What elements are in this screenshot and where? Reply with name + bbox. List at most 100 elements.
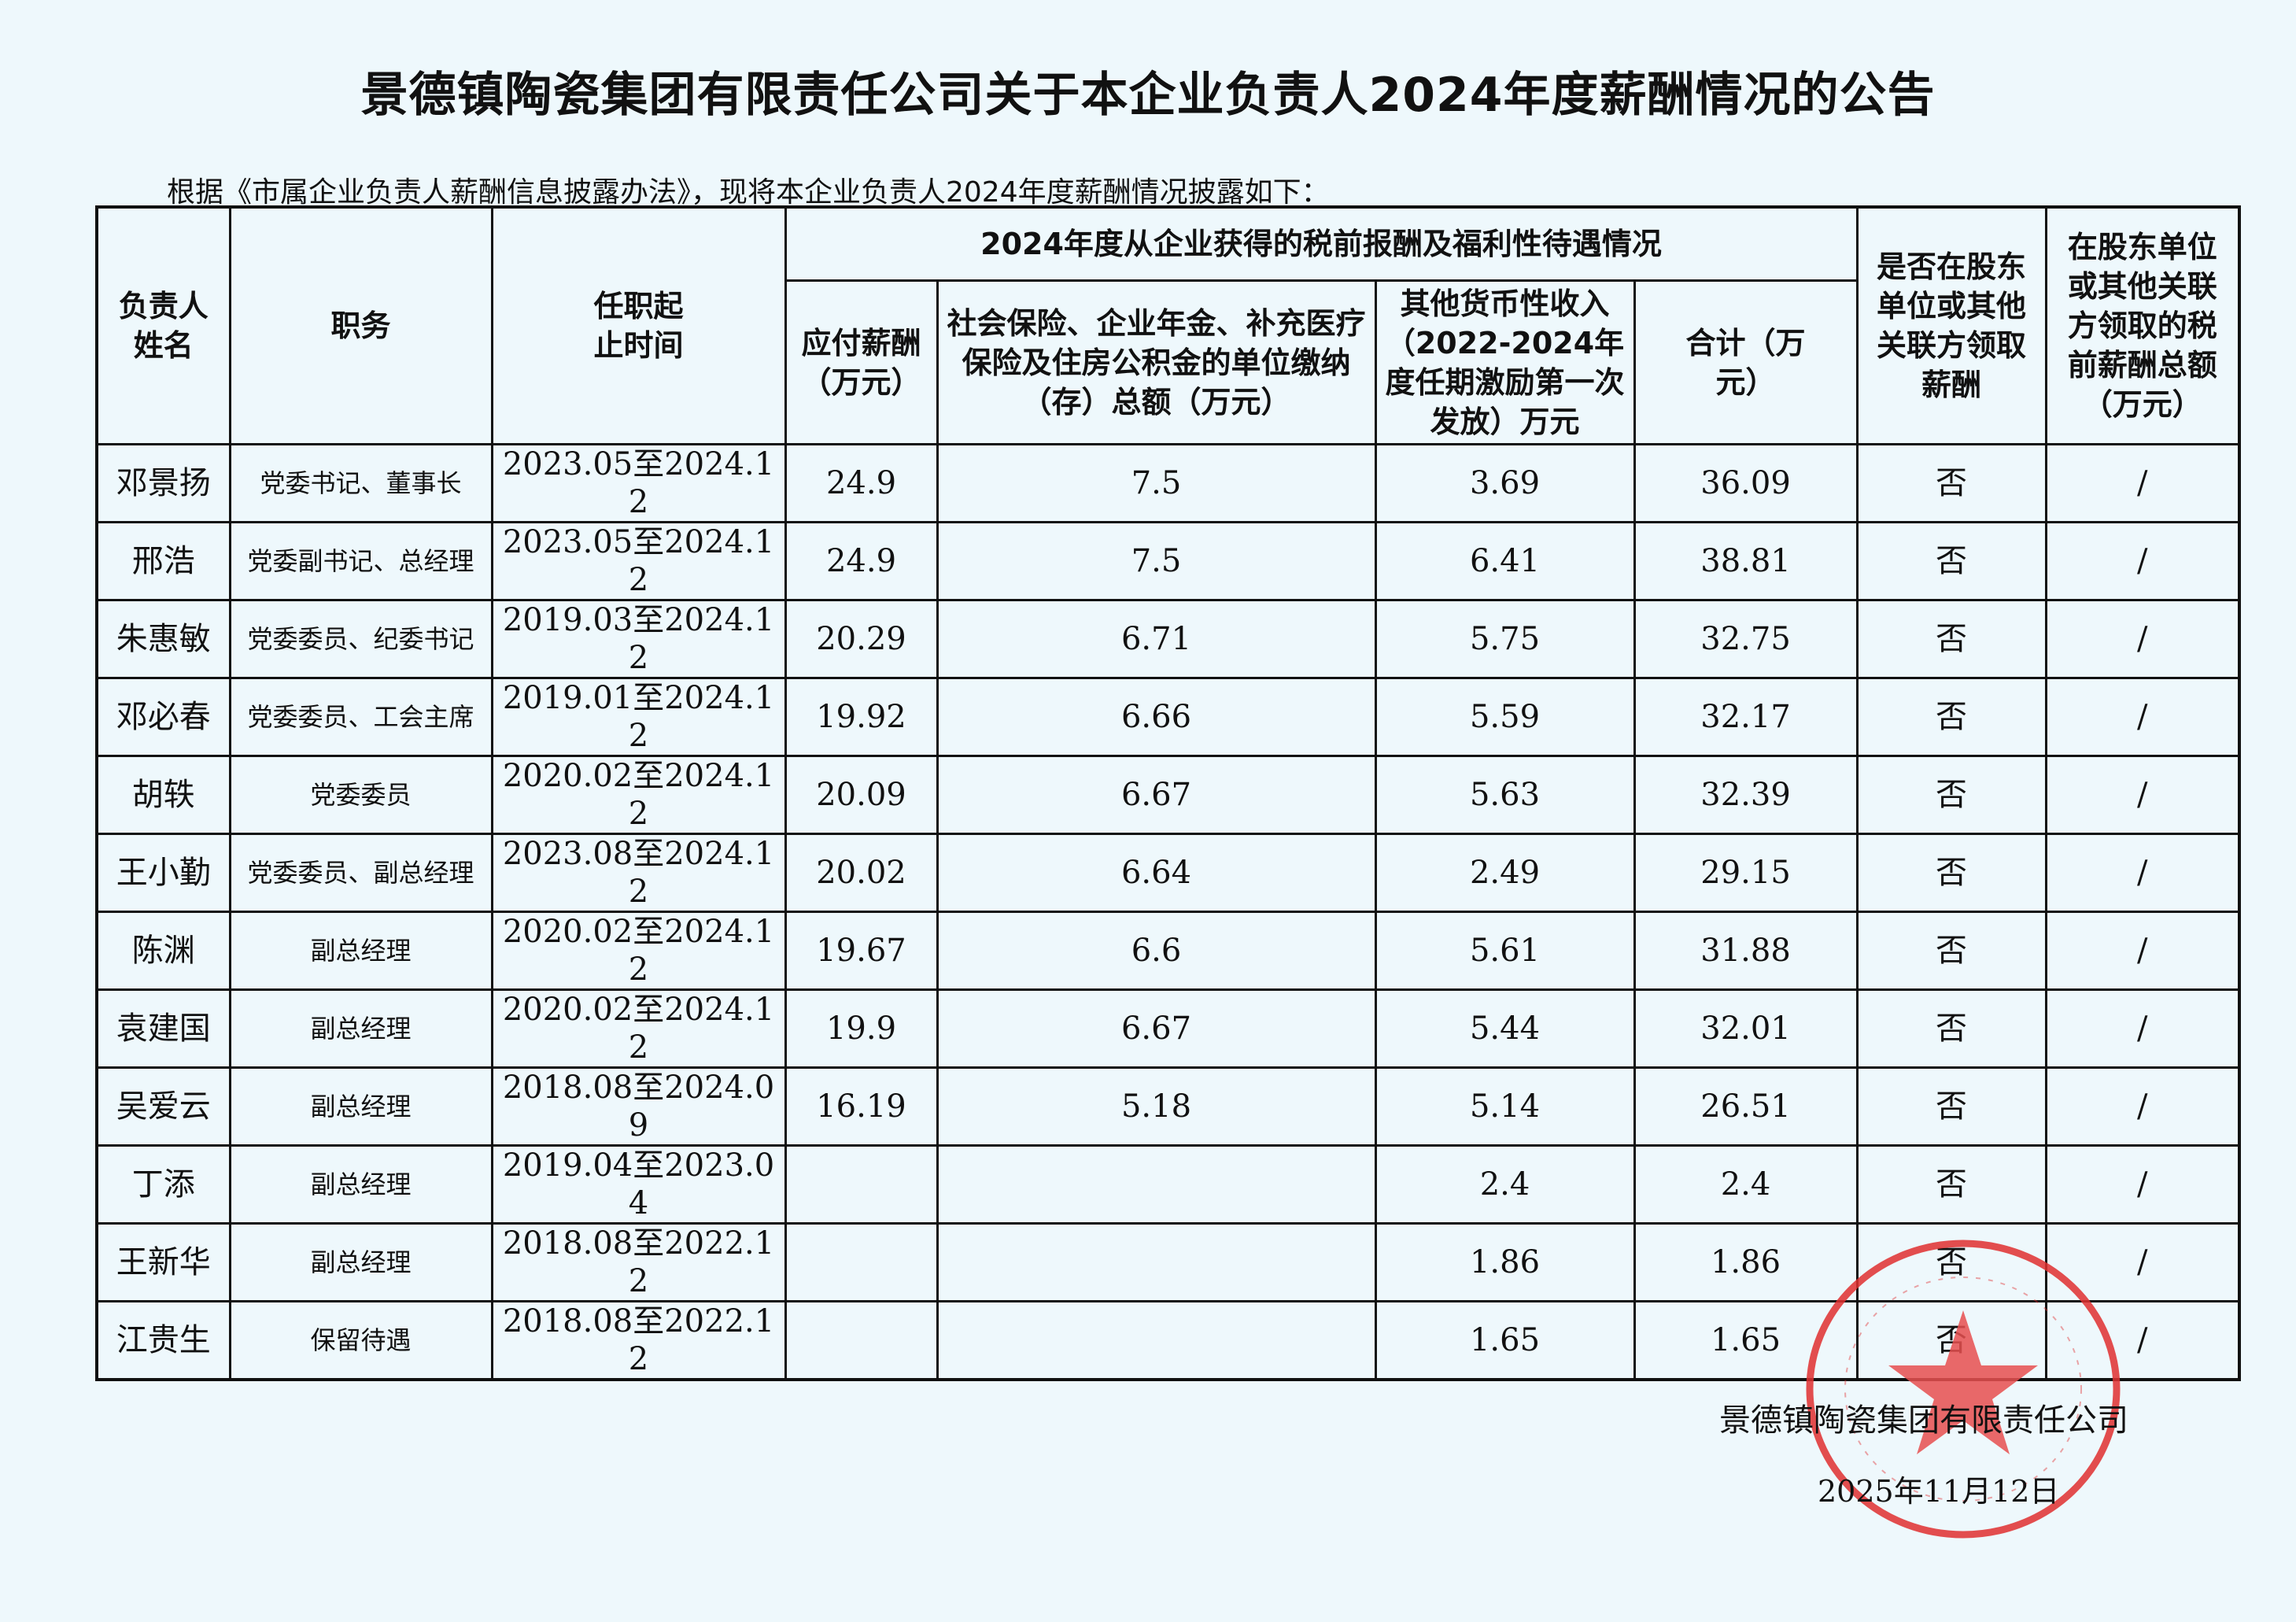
table-row: 邢浩 党委副书记、总经理 2023.05至2024.12 24.9 7.5 6.41 38.…	[95, 521, 2241, 601]
cell-term: 2018.08至2022.12	[490, 1300, 787, 1381]
cell-term: 2018.08至2024.09	[490, 1066, 787, 1147]
header-term: 任职起止时间	[490, 205, 787, 445]
cell-total: 29.15	[1633, 833, 1859, 913]
cell-other: 2.49	[1374, 833, 1636, 913]
cell-related-amount: /	[2044, 1066, 2241, 1147]
cell-related: 否	[1855, 443, 2047, 523]
cell-related: 否	[1855, 599, 2047, 679]
header-group: 2024年度从企业获得的税前报酬及福利性待遇情况	[784, 205, 1859, 282]
cell-name: 陈渊	[95, 911, 231, 991]
cell-insurance: 6.67	[936, 755, 1377, 835]
cell-related-amount: /	[2044, 599, 2241, 679]
cell-related-amount: /	[2044, 911, 2241, 991]
cell-term: 2023.08至2024.12	[490, 833, 787, 913]
cell-salary	[784, 1300, 939, 1381]
cell-total: 32.01	[1633, 988, 1859, 1069]
cell-other: 5.14	[1374, 1066, 1636, 1147]
cell-position: 党委书记、董事长	[228, 443, 493, 523]
cell-position: 副总经理	[228, 911, 493, 991]
cell-insurance: 6.6	[936, 911, 1377, 991]
header-insurance: 社会保险、企业年金、补充医疗保险及住房公积金的单位缴纳（存）总额（万元）	[936, 279, 1377, 445]
cell-insurance: 6.71	[936, 599, 1377, 679]
cell-other: 5.63	[1374, 755, 1636, 835]
cell-salary: 20.29	[784, 599, 939, 679]
cell-total: 31.88	[1633, 911, 1859, 991]
cell-other: 3.69	[1374, 443, 1636, 523]
cell-position: 党委委员、纪委书记	[228, 599, 493, 679]
cell-insurance: 7.5	[936, 443, 1377, 523]
cell-other: 5.59	[1374, 677, 1636, 757]
star-icon	[1888, 1310, 2038, 1454]
cell-other: 5.61	[1374, 911, 1636, 991]
cell-other: 1.65	[1374, 1300, 1636, 1381]
cell-position: 副总经理	[228, 988, 493, 1069]
cell-name: 袁建国	[95, 988, 231, 1069]
cell-name: 王小勤	[95, 833, 231, 913]
table-row: 朱惠敏 党委委员、纪委书记 2019.03至2024.12 20.29 6.71 5.75…	[95, 599, 2241, 679]
cell-salary	[784, 1222, 939, 1302]
cell-salary: 16.19	[784, 1066, 939, 1147]
cell-position: 副总经理	[228, 1066, 493, 1147]
table-row: 江贵生 保留待遇 2018.08至2022.12 1.65 1.65 否 /	[95, 1300, 2241, 1381]
cell-insurance	[936, 1300, 1377, 1381]
table-row: 袁建国 副总经理 2020.02至2024.12 19.9 6.67 5.44 32.01 否…	[95, 988, 2241, 1069]
header-related: 是否在股东单位或其他关联方领取薪酬	[1855, 205, 2047, 445]
seal-ring	[1806, 1240, 2121, 1539]
seal-inner-ring	[1844, 1277, 2082, 1502]
header-position: 职务	[228, 205, 493, 445]
cell-other: 6.41	[1374, 521, 1636, 601]
salary-table: 负责人姓名 职务 任职起止时间 2024年度从企业获得的税前报酬及福利性待遇情况…	[95, 205, 2242, 1381]
cell-related: 否	[1855, 1066, 2047, 1147]
cell-salary: 20.02	[784, 833, 939, 913]
cell-name: 江贵生	[95, 1300, 231, 1381]
cell-salary: 20.09	[784, 755, 939, 835]
table-row: 陈渊 副总经理 2020.02至2024.12 19.67 6.6 5.61 31.88 否 /	[95, 911, 2241, 991]
cell-related-amount: /	[2044, 833, 2241, 913]
cell-related-amount: /	[2044, 443, 2241, 523]
cell-other: 2.4	[1374, 1144, 1636, 1225]
cell-position: 副总经理	[228, 1222, 493, 1302]
cell-related-amount: /	[2044, 988, 2241, 1069]
cell-related-amount: /	[2044, 677, 2241, 757]
cell-position: 党委委员	[228, 755, 493, 835]
cell-name: 朱惠敏	[95, 599, 231, 679]
cell-related-amount: /	[2044, 1144, 2241, 1225]
cell-position: 副总经理	[228, 1144, 493, 1225]
cell-total: 2.4	[1633, 1144, 1859, 1225]
cell-name: 王新华	[95, 1222, 231, 1302]
table-row: 邓景扬 党委书记、董事长 2023.05至2024.12 24.9 7.5 3.69 36.…	[95, 443, 2241, 523]
cell-total: 36.09	[1633, 443, 1859, 523]
cell-insurance: 6.66	[936, 677, 1377, 757]
table-row: 丁添 副总经理 2019.04至2023.04 2.4 2.4 否 /	[95, 1144, 2241, 1225]
table-row: 王小勤 党委委员、副总经理 2023.08至2024.12 20.02 6.64 2.49…	[95, 833, 2241, 913]
cell-related-amount: /	[2044, 1222, 2241, 1302]
cell-total: 38.81	[1633, 521, 1859, 601]
cell-position: 党委委员、工会主席	[228, 677, 493, 757]
cell-term: 2019.03至2024.12	[490, 599, 787, 679]
cell-term: 2019.04至2023.04	[490, 1144, 787, 1225]
cell-name: 邓必春	[95, 677, 231, 757]
cell-other: 5.75	[1374, 599, 1636, 679]
cell-insurance: 6.67	[936, 988, 1377, 1069]
cell-name: 邓景扬	[95, 443, 231, 523]
cell-term: 2023.05至2024.12	[490, 521, 787, 601]
cell-position: 党委委员、副总经理	[228, 833, 493, 913]
cell-position: 保留待遇	[228, 1300, 493, 1381]
cell-related: 否	[1855, 521, 2047, 601]
cell-term: 2018.08至2022.12	[490, 1222, 787, 1302]
cell-related-amount: /	[2044, 1300, 2241, 1381]
cell-insurance: 5.18	[936, 1066, 1377, 1147]
header-related-amount: 在股东单位或其他关联方领取的税前薪酬总额（万元）	[2044, 205, 2241, 445]
cell-related: 否	[1855, 755, 2047, 835]
cell-salary: 19.9	[784, 988, 939, 1069]
header-salary: 应付薪酬（万元）	[784, 279, 939, 445]
header-total: 合计（万元）	[1633, 279, 1859, 445]
cell-related: 否	[1855, 1222, 2047, 1302]
cell-term: 2019.01至2024.12	[490, 677, 787, 757]
cell-insurance	[936, 1222, 1377, 1302]
cell-total: 32.39	[1633, 755, 1859, 835]
table-row: 邓必春 党委委员、工会主席 2019.01至2024.12 19.92 6.66 5.59…	[95, 677, 2241, 757]
table-row: 王新华 副总经理 2018.08至2022.12 1.86 1.86 否 /	[95, 1222, 2241, 1302]
cell-total: 32.17	[1633, 677, 1859, 757]
cell-term: 2020.02至2024.12	[490, 911, 787, 991]
